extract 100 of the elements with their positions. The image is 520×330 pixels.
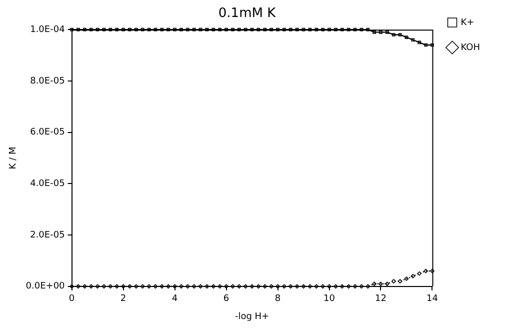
point: [250, 284, 254, 289]
point: [88, 284, 94, 289]
point: [82, 284, 87, 289]
point: [172, 284, 177, 289]
x-tick-label: 12: [375, 294, 386, 304]
point: [372, 30, 376, 34]
point: [140, 284, 145, 289]
point: [89, 28, 93, 32]
point: [230, 284, 235, 289]
point: [114, 284, 120, 289]
point: [346, 28, 350, 32]
point: [185, 284, 190, 289]
point: [237, 28, 241, 32]
point: [418, 40, 422, 44]
point: [359, 284, 364, 289]
point: [308, 28, 312, 32]
point: [417, 271, 422, 276]
point: [424, 43, 428, 47]
point: [288, 284, 293, 289]
x-axis-title: -log H+: [234, 312, 270, 322]
x-tick-label: 14: [426, 294, 438, 304]
point: [282, 284, 286, 289]
legend-label: KOH: [460, 42, 480, 53]
point: [340, 284, 344, 289]
point: [147, 28, 151, 32]
point: [192, 28, 196, 32]
point: [96, 28, 100, 32]
point: [398, 33, 402, 36]
point: [404, 36, 408, 39]
y-tick-label: 4.0E-05: [30, 179, 65, 190]
point: [320, 284, 326, 289]
point: [384, 282, 390, 286]
point: [366, 284, 370, 289]
point: [166, 284, 171, 289]
point: [70, 28, 74, 32]
point: [430, 43, 434, 47]
point: [224, 28, 228, 32]
point: [76, 28, 80, 32]
point: [192, 284, 196, 289]
x-tick-label: 8: [274, 294, 281, 304]
point: [108, 28, 112, 32]
point: [212, 28, 216, 32]
point: [353, 28, 357, 32]
point: [160, 284, 164, 289]
point: [276, 28, 280, 32]
point: [95, 284, 100, 289]
point: [328, 28, 331, 32]
point: [224, 284, 228, 289]
point: [282, 28, 286, 32]
point: [173, 28, 176, 32]
point: [198, 284, 203, 289]
point: [205, 28, 209, 32]
point: [334, 28, 338, 32]
point: [410, 274, 416, 278]
point: [250, 28, 254, 32]
y-tick-label: 6.0E-05: [30, 128, 65, 138]
point: [128, 284, 132, 289]
point: [398, 279, 402, 284]
point: [346, 284, 351, 289]
point: [121, 284, 126, 289]
point: [166, 28, 170, 32]
x-tick-label: 2: [120, 294, 126, 304]
point: [360, 28, 364, 32]
point: [366, 28, 370, 32]
point: [153, 284, 158, 289]
point: [186, 28, 190, 32]
point: [204, 284, 210, 289]
point: [134, 28, 138, 32]
point: [430, 268, 434, 274]
point: [231, 28, 234, 32]
point: [386, 30, 389, 34]
point: [179, 284, 184, 289]
point: [327, 284, 332, 289]
point: [211, 284, 216, 289]
point: [321, 28, 324, 32]
y-tick-label: 0.0E+00: [26, 282, 66, 292]
point: [333, 284, 338, 289]
point: [256, 28, 260, 32]
point: [256, 284, 261, 289]
point: [160, 28, 164, 32]
point: [263, 28, 267, 32]
y-tick-label: 8.0E-05: [30, 76, 65, 86]
point: [294, 284, 300, 289]
point: [146, 284, 152, 289]
point: [102, 284, 106, 289]
point: [244, 28, 248, 32]
point: [140, 28, 144, 32]
point: [270, 28, 273, 32]
point: [411, 38, 415, 42]
y-tick-label: 2.0E-05: [30, 230, 65, 240]
point: [134, 284, 138, 289]
point: [180, 28, 183, 32]
chart-title: 0.1mM K: [218, 6, 276, 22]
point: [115, 28, 119, 32]
point: [378, 282, 383, 286]
point: [424, 268, 428, 274]
point: [404, 276, 409, 281]
point: [154, 28, 158, 32]
y-axis-title: K / M: [8, 146, 19, 170]
point: [262, 284, 268, 289]
